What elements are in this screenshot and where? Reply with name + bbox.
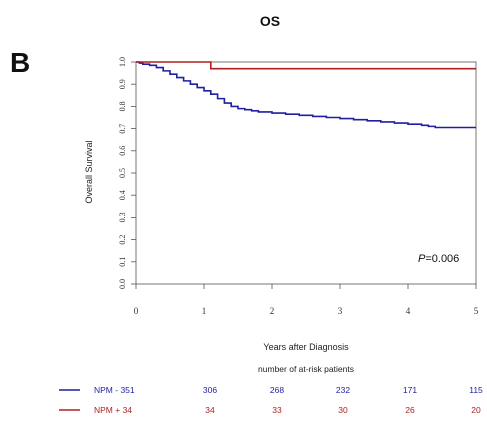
x-axis: 0 1 2 3 4 5 — [134, 284, 479, 316]
survival-curve-1 — [136, 61, 476, 129]
risk-row-value: 30 — [338, 405, 348, 415]
y-tick-label: 1.0 — [118, 57, 127, 67]
series-layer — [136, 61, 476, 129]
risk-row-value: 33 — [272, 405, 282, 415]
survival-curve-2 — [136, 61, 476, 70]
risk-row-label: NPM + 34 — [94, 405, 132, 415]
risk-row-value: 115 — [469, 385, 483, 395]
p-value-annotation: P=0.006 — [418, 253, 459, 265]
x-tick-label: 4 — [406, 306, 411, 316]
x-tick-label: 3 — [338, 306, 343, 316]
y-tick-label: 0.7 — [118, 124, 127, 134]
x-tick-label: 5 — [474, 306, 479, 316]
y-tick-label: 0.3 — [118, 212, 127, 222]
panel-letter: B — [10, 47, 30, 78]
plot-area — [135, 61, 477, 285]
risk-row-value: 20 — [471, 405, 481, 415]
plot-border — [135, 61, 477, 285]
risk-row-value: 26 — [405, 405, 415, 415]
risk-table-title: number of at-risk patients — [258, 364, 354, 374]
risk-row-value: 171 — [403, 385, 417, 395]
y-tick-label: 0.9 — [118, 79, 127, 89]
y-tick-label: 0.0 — [118, 279, 127, 289]
y-tick-label: 0.1 — [118, 257, 127, 267]
y-tick-label: 0.8 — [118, 101, 127, 111]
x-tick-label: 2 — [270, 306, 275, 316]
p-label: P — [418, 253, 426, 265]
x-tick-label: 1 — [202, 306, 207, 316]
risk-row-value: 232 — [336, 385, 350, 395]
y-tick-label: 0.6 — [118, 146, 127, 156]
p-value: =0.006 — [425, 253, 459, 265]
risk-row-value: 268 — [270, 385, 284, 395]
risk-row-label: NPM - 351 — [94, 385, 135, 395]
risk-row-value: 306 — [203, 385, 217, 395]
y-axis-label: Overall Survival — [84, 140, 94, 203]
y-tick-label: 0.4 — [118, 190, 127, 200]
chart-title: OS — [260, 13, 280, 29]
x-axis-label: Years after Diagnosis — [263, 342, 349, 352]
y-axis: 0.0 0.1 0.2 0.3 0.4 0.5 0.6 0.7 0.8 0.9 1.0 — [118, 57, 136, 289]
risk-table: NPM - 351 306 268 232 171 115 NPM + 34 34 33 30 26… — [59, 385, 483, 415]
risk-row-value: 34 — [205, 405, 215, 415]
y-tick-label: 0.2 — [118, 235, 127, 245]
y-tick-label: 0.5 — [118, 168, 127, 178]
x-tick-label: 0 — [134, 306, 139, 316]
